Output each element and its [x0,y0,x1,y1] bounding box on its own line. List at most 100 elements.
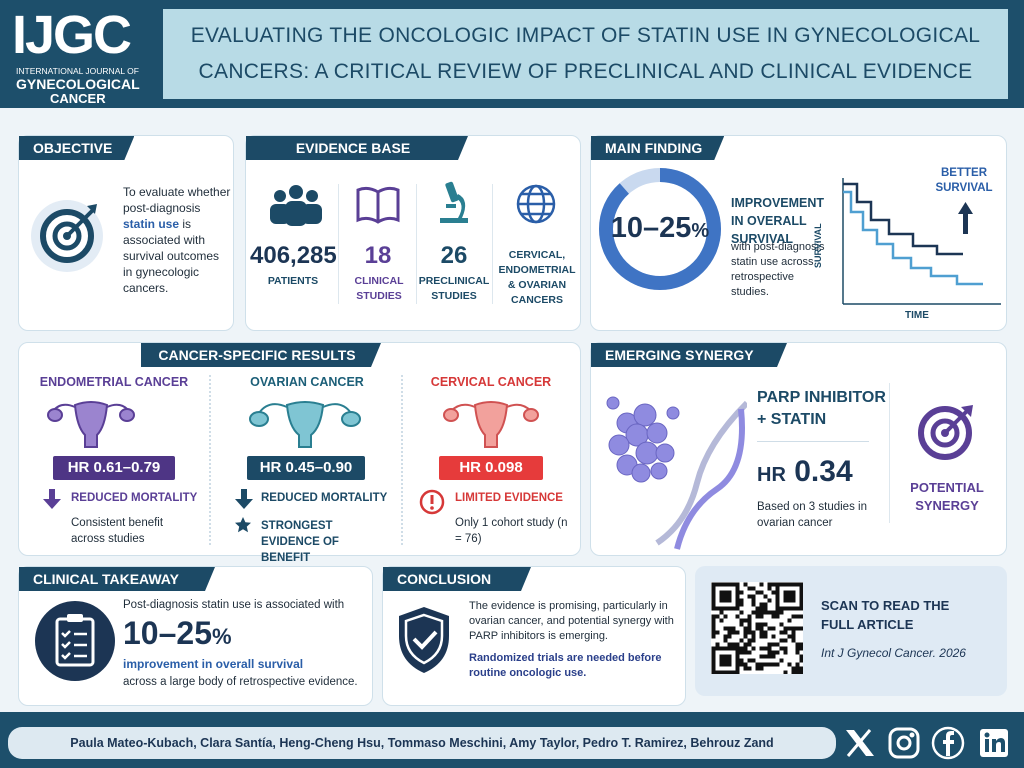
qr-module [743,634,748,639]
conclusion-emphasis: Randomized trials are needed before rout… [469,652,662,679]
qr-module [711,634,716,639]
x-icon[interactable] [846,729,874,757]
qr-module [767,598,772,603]
linkedin-icon[interactable] [980,729,1008,757]
qr-module [731,626,736,631]
logo: IJGC [12,5,132,65]
qr-module [727,594,732,599]
qr-module [739,618,744,623]
hr-value: HR 0.34 [757,455,853,489]
qr-module [739,658,744,663]
journal-line: INTERNATIONAL JOURNAL OF [16,66,139,76]
qr-module [779,638,784,643]
qr-module [787,590,792,595]
qr-module [795,626,800,631]
stat-value: 406,285 [250,242,337,269]
qr-module [759,662,764,667]
uterus-icon [443,401,539,448]
qr-module [767,642,772,647]
qr-module [727,658,732,663]
unit: % [211,624,232,649]
qr-module [727,590,732,595]
qr-module [723,662,728,667]
qr-module [735,590,740,595]
qr-module [755,662,760,667]
star-icon [235,517,251,533]
qr-module [735,582,740,587]
qr-module [711,582,716,587]
qr-module [775,582,780,587]
qr-module [759,630,764,635]
qr-module [719,658,724,663]
panel-heading: MAIN FINDING [591,136,724,160]
globe-icon [516,184,556,224]
qr-module [787,594,792,599]
survival-chart [842,178,1001,305]
qr-module [723,654,728,659]
divider [492,184,493,304]
molecule-dna-icon [606,396,747,550]
qr-module [767,650,772,655]
uterus-icon [249,401,361,448]
qr-module [767,654,772,659]
qr-module [783,638,788,643]
qr-module [731,646,736,651]
qr-module [783,646,788,651]
qr-module [715,582,720,587]
qr-module [719,598,724,603]
qr-module [787,626,792,631]
qr-module [787,618,792,623]
cancer-name: CERVICAL CANCER [430,375,552,389]
qr-module [731,606,736,611]
qr-module [783,670,788,674]
qr-module [723,658,728,663]
qr-module [747,618,752,623]
qr-module [723,606,728,611]
ring [599,168,721,290]
qr-module [759,646,764,651]
microscope-icon [440,181,468,223]
shield-icon [399,607,449,673]
panel-heading: EMERGING SYNERGY [591,343,787,367]
qr-code[interactable] [711,582,803,674]
qr-module [735,602,740,607]
qr-module [719,654,724,659]
qr-module [799,642,803,647]
qr-module [791,614,796,619]
detail: Consistent benefit across studies [71,517,164,545]
qr-module [755,614,760,619]
finding: LIMITED EVIDENCE [455,492,563,504]
down-arrow [43,489,61,509]
qr-module [755,626,760,631]
qr-module [739,622,744,627]
qr-module [763,654,768,659]
qr-module [735,654,740,659]
qr-module [763,622,768,627]
cancer-name: OVARIAN CANCER [250,375,364,389]
qr-module [783,650,788,655]
qr-module [751,594,756,599]
qr-module [723,634,728,639]
qr-module [791,638,796,643]
qr-module [735,666,740,671]
facebook-icon[interactable] [931,726,965,760]
people-icon [270,185,322,226]
range-value: 10–25% [123,615,232,652]
qr-module [743,626,748,631]
qr-module [783,626,788,631]
qr-module [727,642,732,647]
qr-module [711,602,716,607]
instagram-icon[interactable] [888,727,920,759]
qr-module [779,610,784,615]
qr-module [723,670,728,674]
qr-module [795,650,800,655]
cancer-name: ENDOMETRIAL CANCER [39,375,189,389]
qr-cta: SCAN TO READ THE FULL ARTICLE [821,598,950,632]
basis: Based on 3 studies in ovarian cancer [757,501,867,529]
qr-module [779,658,784,663]
qr-module [719,646,724,651]
qr-module [759,622,764,627]
qr-module [759,614,764,619]
qr-module [735,646,740,651]
qr-module [771,590,776,595]
